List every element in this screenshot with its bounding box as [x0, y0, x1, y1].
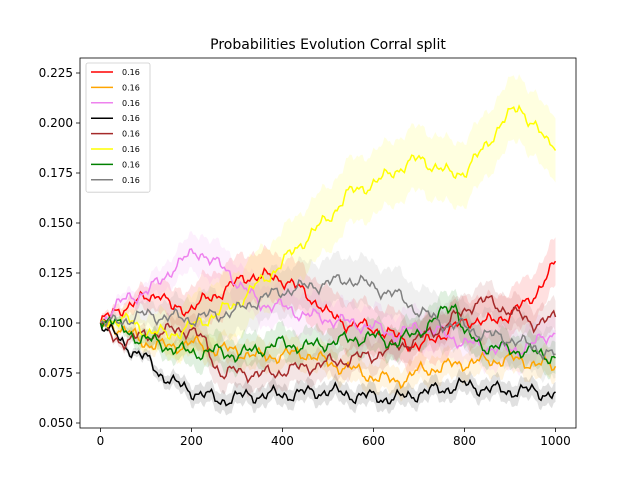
- series-line-0: [99, 260, 557, 353]
- y-tick-label: 0.225: [39, 66, 73, 80]
- series-lines: [99, 104, 557, 407]
- x-tick-label: 600: [362, 434, 385, 448]
- series-band-7: [100, 250, 556, 384]
- series-line-2: [100, 248, 556, 358]
- legend-label: 0.16: [122, 176, 140, 185]
- series-line-5: [99, 104, 557, 340]
- series-line-7: [99, 274, 556, 361]
- legend-label: 0.16: [122, 99, 140, 108]
- y-tick-label: 0.100: [39, 316, 73, 330]
- y-tick-label: 0.175: [39, 166, 73, 180]
- series-band-2: [100, 231, 556, 376]
- y-tick-label: 0.125: [39, 266, 73, 280]
- x-tick-label: 400: [271, 434, 294, 448]
- legend-label: 0.16: [122, 114, 140, 123]
- x-tick-label: 800: [453, 434, 476, 448]
- x-tick-label: 200: [180, 434, 203, 448]
- series-line-6: [99, 303, 556, 365]
- y-tick-label: 0.200: [39, 116, 73, 130]
- series-band-4: [100, 279, 556, 399]
- plot-frame: [79, 57, 577, 429]
- x-tick-label: 0: [97, 434, 105, 448]
- legend-label: 0.16: [122, 68, 140, 77]
- legend-box: [85, 62, 151, 193]
- chart-title: Probabilities Evolution Corral split: [210, 37, 446, 53]
- y-axis: 0.050 0.075 0.100 0.125 0.150 0.175 0.200 0.225: [39, 66, 80, 430]
- legend: 0.16 0.16 0.16 0.16 0.16 0.16 0.16 0.16: [85, 62, 151, 193]
- x-axis: 0 200 400 600 800 1000: [97, 428, 571, 448]
- legend-label: 0.16: [122, 160, 140, 169]
- series-line-4: [100, 294, 557, 384]
- legend-label: 0.16: [122, 130, 140, 139]
- y-tick-label: 0.150: [39, 216, 73, 230]
- legend-label: 0.16: [122, 145, 140, 154]
- series-band-6: [100, 288, 556, 380]
- y-tick-label: 0.050: [39, 416, 73, 430]
- series-band-1: [100, 318, 556, 402]
- series-line-3: [99, 322, 556, 407]
- legend-label: 0.16: [122, 83, 140, 92]
- x-tick-label: 1000: [540, 434, 571, 448]
- series-band-0: [100, 237, 556, 375]
- y-tick-label: 0.075: [39, 366, 73, 380]
